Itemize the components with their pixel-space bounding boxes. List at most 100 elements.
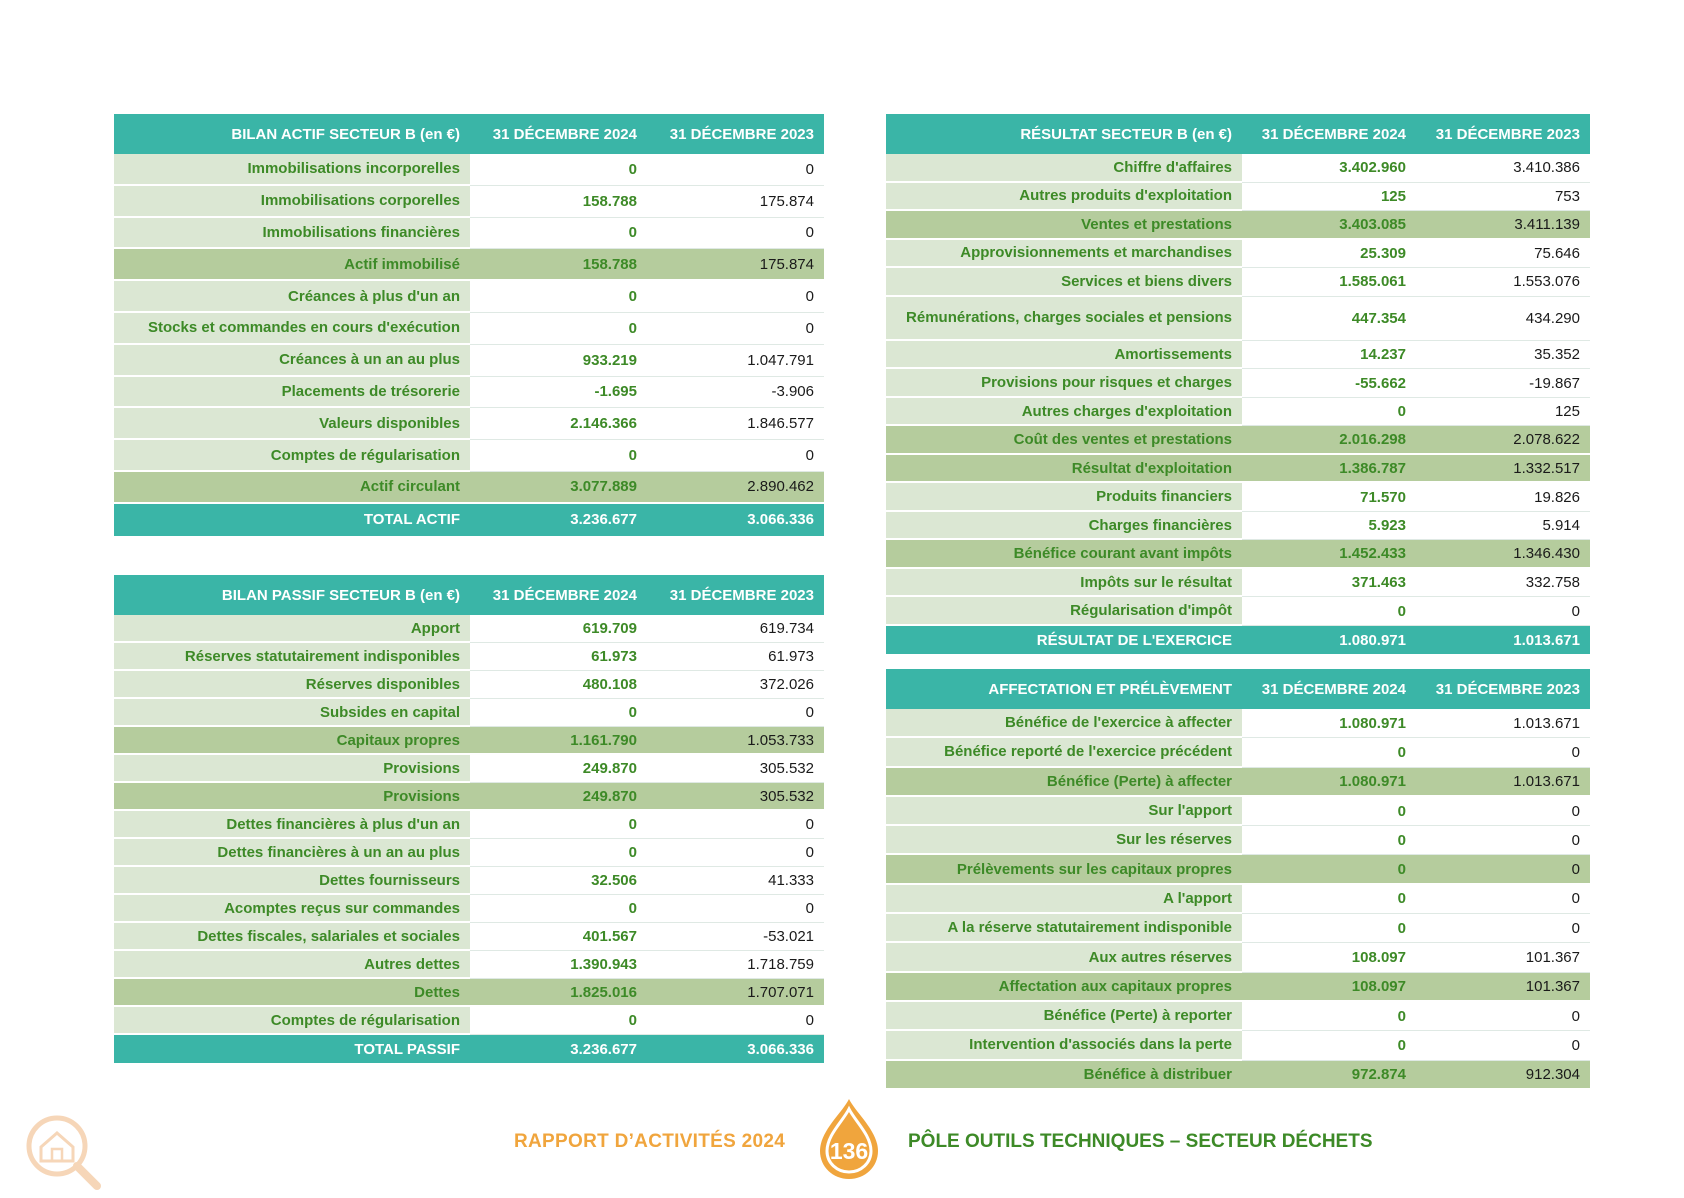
row-label: Rémunérations, charges sociales et pensi…: [886, 296, 1242, 341]
value-2023: 1.053.733: [647, 727, 824, 755]
value-2023: 101.367: [1416, 972, 1590, 1002]
subtotal-row: Ventes et prestations 3.403.085 3.411.139: [886, 211, 1590, 240]
value-2024: 1.825.016: [470, 979, 647, 1007]
row-label: Bénéfice (Perte) à reporter: [886, 1001, 1242, 1032]
value-2024: 0: [1242, 796, 1416, 827]
value-2024: 249.870: [470, 755, 647, 783]
row-label: TOTAL PASSIF: [114, 1035, 470, 1063]
value-2024: 2.016.298: [1242, 426, 1416, 455]
value-2024: 71.570: [1242, 483, 1416, 512]
table-row: A l'apport 0 0: [886, 884, 1590, 915]
header-2023: 31 DÉCEMBRE 2023: [1416, 669, 1590, 709]
value-2024: 447.354: [1242, 296, 1416, 341]
value-2024: 0: [1242, 1001, 1416, 1032]
value-2024: 158.788: [470, 185, 647, 218]
value-2024: 0: [1242, 914, 1416, 944]
value-2024: 1.161.790: [470, 727, 647, 755]
row-label: Réserves disponibles: [114, 671, 470, 699]
row-label: Comptes de régularisation: [114, 440, 470, 472]
table-row: Immobilisations financières 0 0: [114, 217, 824, 250]
row-label: TOTAL ACTIF: [114, 503, 470, 536]
resultat-table: RÉSULTAT SECTEUR B (en €) 31 DÉCEMBRE 20…: [886, 114, 1590, 655]
value-2023: 61.973: [647, 643, 824, 671]
value-2023: 0: [1416, 796, 1590, 827]
subtotal-row: Bénéfice (Perte) à affecter 1.080.971 1.01…: [886, 767, 1590, 797]
header-2023: 31 DÉCEMBRE 2023: [647, 575, 824, 615]
value-2023: 2.890.462: [647, 471, 824, 504]
bilan-actif-table: BILAN ACTIF SECTEUR B (en €) 31 DÉCEMBRE…: [114, 114, 824, 536]
table-row: Aux autres réserves 108.097 101.367: [886, 943, 1590, 973]
row-label: Bénéfice reporté de l'exercice précédent: [886, 738, 1242, 768]
row-label: Produits financiers: [886, 483, 1242, 512]
table-row: Sur les réserves 0 0: [886, 826, 1590, 856]
value-2023: 305.532: [647, 755, 824, 783]
value-2024: 14.237: [1242, 340, 1416, 370]
affectation-table: AFFECTATION ET PRÉLÈVEMENT 31 DÉCEMBRE 2…: [886, 669, 1590, 1090]
table-row: Créances à plus d'un an 0 0: [114, 281, 824, 313]
value-2023: 101.367: [1416, 943, 1590, 973]
row-label: Affectation aux capitaux propres: [886, 972, 1242, 1002]
row-label: Ventes et prestations: [886, 211, 1242, 240]
row-label: Bénéfice de l'exercice à affecter: [886, 709, 1242, 739]
row-label: A l'apport: [886, 884, 1242, 915]
subtotal-row: Actif circulant 3.077.889 2.890.462: [114, 471, 824, 504]
value-2023: 1.047.791: [647, 344, 824, 377]
value-2024: 32.506: [470, 867, 647, 895]
value-2024: 3.402.960: [1242, 154, 1416, 183]
page-footer: RAPPORT D’ACTIVITÉS 2024 136 PÔLE OUTILS…: [0, 1095, 1684, 1185]
value-2023: 175.874: [647, 185, 824, 218]
bilan-passif-table: BILAN PASSIF SECTEUR B (en €) 31 DÉCEMBR…: [114, 575, 824, 1063]
row-label: Créances à plus d'un an: [114, 281, 470, 313]
row-label: Intervention d'associés dans la perte: [886, 1031, 1242, 1061]
header-2024: 31 DÉCEMBRE 2024: [1242, 669, 1416, 709]
table-row: Bénéfice reporté de l'exercice précédent…: [886, 738, 1590, 768]
table-row: Créances à un an au plus 933.219 1.047.791: [114, 344, 824, 377]
value-2023: 0: [647, 217, 824, 250]
row-label: Résultat d'exploitation: [886, 454, 1242, 484]
report-year-end: 24: [763, 1131, 786, 1152]
row-label: Dettes fiscales, salariales et sociales: [114, 923, 470, 951]
total-row: TOTAL PASSIF 3.236.677 3.066.336: [114, 1035, 824, 1063]
value-2023: 0: [1416, 738, 1590, 768]
row-label: Amortissements: [886, 340, 1242, 370]
subtotal-row: Dettes 1.825.016 1.707.071: [114, 979, 824, 1007]
value-2023: 3.410.386: [1416, 154, 1590, 183]
table-row: Provisions 249.870 305.532: [114, 755, 824, 783]
row-label: Actif immobilisé: [114, 249, 470, 282]
row-label: Capitaux propres: [114, 727, 470, 755]
row-label: Placements de trésorerie: [114, 376, 470, 409]
value-2024: 0: [470, 895, 647, 923]
value-2024: 25.309: [1242, 239, 1416, 268]
value-2023: 175.874: [647, 249, 824, 282]
table-row: Subsides en capital 0 0: [114, 699, 824, 727]
row-label: Régularisation d'impôt: [886, 597, 1242, 626]
value-2023: 35.352: [1416, 340, 1590, 370]
value-2023: 1.707.071: [647, 979, 824, 1007]
value-2023: 125: [1416, 397, 1590, 427]
value-2024: 1.080.971: [1242, 709, 1416, 739]
value-2024: 0: [1242, 826, 1416, 856]
page-number: 136: [830, 1138, 868, 1164]
value-2023: 0: [1416, 884, 1590, 915]
table-row: Comptes de régularisation 0 0: [114, 1007, 824, 1035]
table-row: Bénéfice (Perte) à reporter 0 0: [886, 1001, 1590, 1032]
value-2024: 158.788: [470, 249, 647, 282]
value-2024: 249.870: [470, 783, 647, 811]
value-2024: 108.097: [1242, 943, 1416, 973]
value-2024: 1.390.943: [470, 951, 647, 979]
row-label: Actif circulant: [114, 471, 470, 504]
value-2023: -19.867: [1416, 369, 1590, 398]
section-title: PÔLE OUTILS TECHNIQUES – SECTEUR DÉCHETS: [908, 1131, 1373, 1152]
table-row: Valeurs disponibles 2.146.366 1.846.577: [114, 408, 824, 441]
table-row: Réserves disponibles 480.108 372.026: [114, 671, 824, 699]
row-label: Provisions: [114, 783, 470, 811]
table-row: Impôts sur le résultat 371.463 332.758: [886, 568, 1590, 598]
table-header: AFFECTATION ET PRÉLÈVEMENT 31 DÉCEMBRE 2…: [886, 669, 1590, 709]
row-label: Services et biens divers: [886, 268, 1242, 297]
value-2023: -3.906: [647, 376, 824, 409]
value-2024: 0: [470, 217, 647, 250]
table-row: Produits financiers 71.570 19.826: [886, 483, 1590, 512]
row-label: Provisions: [114, 755, 470, 783]
table-row: Approvisionnements et marchandises 25.309…: [886, 239, 1590, 268]
value-2023: 41.333: [647, 867, 824, 895]
